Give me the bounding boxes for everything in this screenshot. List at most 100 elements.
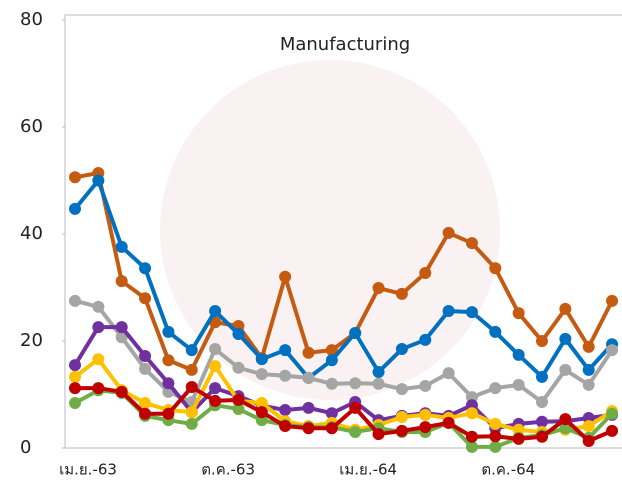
data-point [559, 413, 572, 426]
data-point [92, 321, 105, 334]
data-point [395, 424, 408, 437]
data-point [209, 343, 222, 356]
data-point [489, 430, 502, 443]
data-point [536, 335, 548, 347]
chart-title: Manufacturing [280, 34, 410, 55]
data-point [465, 306, 478, 319]
data-point [209, 360, 222, 373]
data-point [255, 397, 268, 410]
background-decoration [160, 60, 500, 400]
data-point [582, 363, 595, 376]
data-point [489, 440, 502, 453]
data-point [512, 348, 525, 361]
data-point [559, 332, 572, 345]
data-point [162, 325, 175, 338]
x-tick-label: เม.ย.-63 [59, 461, 117, 479]
data-point [536, 430, 548, 443]
data-point [559, 422, 572, 435]
data-point [279, 270, 292, 283]
data-point [559, 302, 572, 315]
data-point [512, 432, 525, 445]
data-point [442, 367, 455, 380]
data-point [395, 287, 408, 300]
data-point [69, 359, 81, 372]
x-tick-label: เม.ย.-64 [339, 461, 397, 479]
data-point [349, 326, 362, 339]
data-point [606, 294, 619, 307]
data-point [115, 275, 128, 288]
data-point [325, 377, 338, 390]
y-tick-label: 20 [20, 330, 43, 351]
x-tick-label: ต.ค.-63 [201, 461, 255, 479]
data-point [536, 395, 548, 408]
y-tick-label: 0 [20, 437, 31, 458]
data-point [302, 422, 315, 435]
data-point [372, 428, 385, 441]
data-point [209, 394, 222, 407]
data-point [442, 226, 455, 239]
data-point [465, 407, 478, 420]
data-point [115, 240, 128, 253]
data-point [349, 425, 362, 438]
data-point [419, 333, 432, 346]
data-point [465, 430, 478, 443]
y-tick-label: 40 [20, 223, 43, 244]
data-point [395, 383, 408, 396]
data-point [582, 378, 595, 391]
data-point [69, 171, 81, 184]
data-point [92, 382, 105, 395]
data-point [512, 378, 525, 391]
data-point [349, 401, 362, 414]
data-point [162, 354, 175, 367]
data-point [325, 407, 338, 420]
data-point [512, 307, 525, 320]
data-point [255, 368, 268, 381]
data-point [302, 401, 315, 414]
data-point [279, 420, 292, 433]
y-tick-label: 60 [20, 116, 43, 137]
data-point [255, 406, 268, 419]
data-point [69, 202, 81, 215]
data-point [279, 404, 292, 417]
data-point [69, 397, 81, 410]
data-point [325, 422, 338, 435]
data-point [279, 369, 292, 382]
data-point [606, 424, 619, 437]
data-point [232, 361, 245, 374]
data-point [489, 325, 502, 338]
data-point [372, 377, 385, 390]
data-point [419, 379, 432, 392]
data-point [442, 305, 455, 318]
data-point [162, 407, 175, 420]
data-point [582, 435, 595, 448]
data-point [185, 363, 198, 376]
data-point [139, 349, 152, 362]
data-point [582, 420, 595, 433]
data-point [92, 300, 105, 313]
data-point [139, 362, 152, 375]
data-point [232, 328, 245, 341]
data-point [185, 406, 198, 419]
data-point [255, 353, 268, 366]
data-point [489, 382, 502, 395]
data-point [582, 340, 595, 353]
data-point [559, 363, 572, 376]
data-point [69, 382, 81, 395]
data-point [302, 371, 315, 384]
data-point [395, 410, 408, 423]
series-line [74, 171, 614, 372]
data-point [185, 344, 198, 357]
y-tick-label: 80 [20, 9, 43, 30]
data-point [395, 343, 408, 356]
data-point [92, 174, 105, 187]
data-point [606, 344, 619, 357]
x-tick-label: ต.ค.-64 [481, 461, 535, 479]
data-point [115, 385, 128, 398]
data-point [115, 331, 128, 344]
data-point [419, 267, 432, 280]
data-point [185, 417, 198, 430]
data-point [69, 294, 81, 307]
data-point [442, 416, 455, 429]
data-point [419, 421, 432, 434]
data-point [325, 344, 338, 357]
